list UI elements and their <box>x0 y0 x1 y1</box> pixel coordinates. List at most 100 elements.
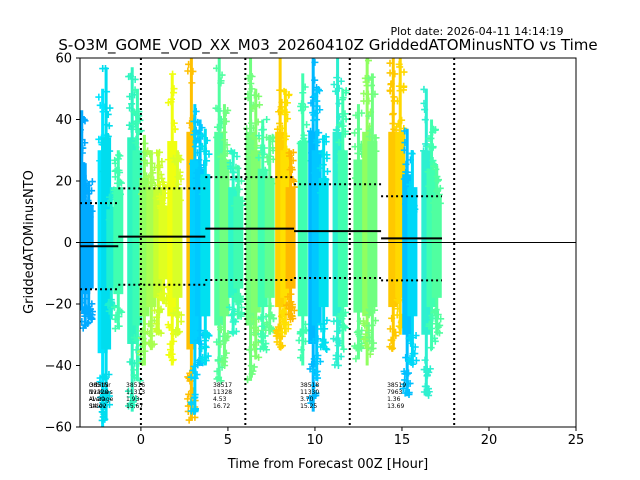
scatter-point <box>132 346 140 354</box>
scatter-point <box>434 323 442 331</box>
scatter-point <box>234 204 242 212</box>
scatter-point <box>297 346 305 354</box>
scatter-point <box>83 209 91 217</box>
scatter-point <box>80 318 86 326</box>
scatter-point <box>197 164 205 172</box>
scatter-column <box>309 86 324 382</box>
scatter-point <box>198 143 206 151</box>
scatter-point <box>250 164 258 172</box>
scatter-column <box>365 73 380 353</box>
scatter-point <box>259 126 267 134</box>
scatter-point <box>424 385 432 393</box>
scatter-point <box>351 143 359 151</box>
orbit-segment <box>294 183 382 280</box>
scatter-point <box>175 152 183 160</box>
scatter-point <box>429 144 437 152</box>
scatter-point <box>427 324 435 332</box>
scatter-column <box>295 73 311 366</box>
scatter-point <box>111 315 119 323</box>
scatter-point <box>437 315 445 323</box>
scatter-point <box>352 355 360 363</box>
scatter-point <box>222 117 230 125</box>
scatter-point <box>168 95 176 103</box>
scatter-point <box>427 134 435 142</box>
scatter-point <box>287 290 295 298</box>
scatter-point <box>238 201 246 209</box>
scatter-point <box>95 93 103 101</box>
scatter-point <box>105 307 113 315</box>
scatter-point <box>106 147 114 155</box>
scatter-point <box>229 169 237 177</box>
scatter-point <box>429 199 437 207</box>
scatter-point <box>261 343 269 351</box>
scatter-point <box>213 64 221 72</box>
scatter-point <box>247 119 255 127</box>
scatter-point <box>405 357 413 365</box>
stats-value: 13.69 <box>387 403 404 410</box>
x-tick-label: 20 <box>481 433 498 448</box>
scatter-point <box>400 83 408 91</box>
scatter-point <box>256 345 264 353</box>
scatter-column <box>335 87 350 353</box>
scatter-point <box>278 328 286 336</box>
scatter-point <box>213 367 221 375</box>
scatter-point <box>139 329 147 337</box>
stats-value: 15.67 <box>126 403 143 410</box>
scatter-point <box>131 374 139 382</box>
scatter-point <box>360 90 368 98</box>
scatter-point <box>400 175 408 183</box>
scatter-point <box>98 416 106 424</box>
scatter-point <box>331 361 339 369</box>
scatter-point <box>199 175 207 183</box>
scatter-point <box>216 132 224 140</box>
scatter-point <box>332 355 340 363</box>
stats-value: 11320 <box>89 389 108 396</box>
scatter-point <box>262 326 270 334</box>
scatter-point <box>213 133 221 141</box>
scatter-point <box>395 60 403 68</box>
scatter-point <box>217 340 225 348</box>
scatter-point <box>225 303 233 311</box>
scatter-point <box>341 127 349 135</box>
scatter-point <box>255 101 263 109</box>
scatter-point <box>105 216 113 224</box>
scatter-point <box>257 330 265 338</box>
stats-value: -1.20 <box>89 396 105 403</box>
scatter-point <box>185 60 193 68</box>
scatter-point <box>365 311 373 319</box>
scatter-point <box>307 127 315 135</box>
scatter-point <box>80 193 87 201</box>
scatter-column <box>130 86 145 385</box>
scatter-point <box>283 99 291 107</box>
scatter-point <box>302 337 310 345</box>
scatter-point <box>314 86 322 94</box>
scatter-point <box>188 79 196 87</box>
scatter-point <box>80 303 84 311</box>
scatter-point <box>186 377 194 385</box>
scatter-point <box>399 385 407 393</box>
scatter-point <box>96 378 104 386</box>
scatter-point <box>213 338 221 346</box>
scatter-point <box>408 150 416 158</box>
scatter-point <box>173 309 181 317</box>
scatter-point <box>229 329 237 337</box>
scatter-point <box>80 171 87 179</box>
scatter-point <box>230 316 238 324</box>
scatter-point <box>335 84 343 92</box>
scatter-point <box>340 345 348 353</box>
scatter-point <box>253 142 261 150</box>
scatter-point <box>421 116 429 124</box>
scatter-point <box>405 369 413 377</box>
scatter-point <box>215 373 223 381</box>
scatter-point <box>371 90 379 98</box>
scatter-point <box>173 328 181 336</box>
scatter-point <box>166 346 174 354</box>
scatter-point <box>86 213 94 221</box>
scatter-point <box>202 343 210 351</box>
scatter-point <box>141 139 149 147</box>
scatter-point <box>323 167 331 175</box>
scatter-point <box>247 80 255 88</box>
scatter-point <box>192 174 200 182</box>
scatter-point <box>357 344 365 352</box>
